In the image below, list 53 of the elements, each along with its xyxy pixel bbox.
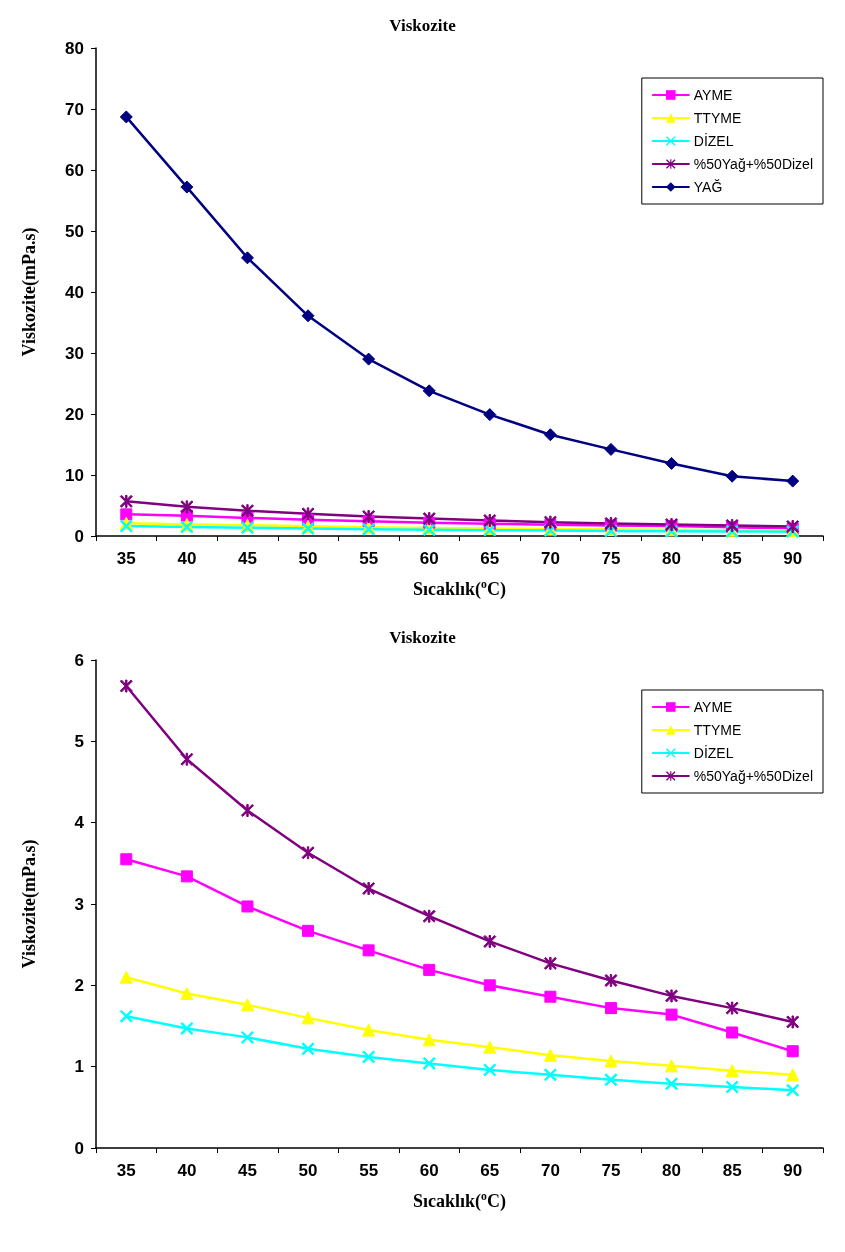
x-tick-label: 80 [662,1161,681,1180]
x-tick-label: 45 [238,1161,257,1180]
x-tick-label: 80 [662,549,681,568]
y-tick-label: 80 [65,38,84,58]
x-tick-label: 75 [601,549,621,568]
x-tick-label: 65 [480,549,500,568]
x-tick-label: 60 [419,1161,439,1180]
x-tick-label: 35 [116,1161,136,1180]
y-tick-label: 20 [65,404,84,424]
legend-label: %50Yağ+%50Dizel [693,156,814,172]
x-tick-label: 90 [783,1161,803,1180]
x-tick-label: 35 [116,549,136,568]
y-tick-label: 4 [74,813,85,833]
y-tick-label: 70 [65,99,84,119]
legend-label: DİZEL [693,132,734,149]
legend-label: AYME [693,87,733,103]
legend-label: DİZEL [693,744,734,761]
y-axis-title: Viskozite(mPa.s) [19,839,40,969]
legend-label: AYME [693,699,733,715]
chart-title: Viskozite [389,16,457,35]
y-tick-label: 50 [65,221,84,241]
y-tick-label: 3 [74,894,84,914]
y-tick-label: 2 [74,975,84,995]
legend-label: TTYME [693,722,742,738]
x-tick-label: 40 [177,1161,197,1180]
y-tick-label: 5 [74,731,84,751]
legend-label: %50Yağ+%50Dizel [693,768,814,784]
x-tick-label: 45 [238,549,257,568]
x-tick-label: 85 [722,1161,742,1180]
x-tick-label: 70 [540,549,560,568]
x-tick-label: 55 [359,549,379,568]
x-tick-label: 75 [601,1161,621,1180]
y-tick-label: 30 [65,343,84,363]
x-tick-label: 90 [783,549,803,568]
y-tick-label: 0 [74,526,84,546]
y-tick-label: 60 [65,160,84,180]
y-tick-label: 0 [74,1138,84,1158]
y-tick-label: 40 [65,282,84,302]
y-tick-label: 6 [74,650,84,670]
y-tick-label: 1 [74,1057,84,1077]
x-tick-label: 50 [298,549,318,568]
x-tick-label: 60 [419,549,439,568]
legend-label: YAĞ [693,179,723,195]
x-tick-label: 65 [480,1161,500,1180]
y-tick-label: 10 [65,465,84,485]
legend-label: TTYME [693,110,742,126]
x-tick-label: 55 [359,1161,379,1180]
x-tick-label: 70 [540,1161,560,1180]
chart-title: Viskozite [389,628,457,647]
y-axis-title: Viskozite(mPa.s) [19,227,40,357]
x-tick-label: 50 [298,1161,318,1180]
x-tick-label: 85 [722,549,742,568]
x-tick-label: 40 [177,549,197,568]
